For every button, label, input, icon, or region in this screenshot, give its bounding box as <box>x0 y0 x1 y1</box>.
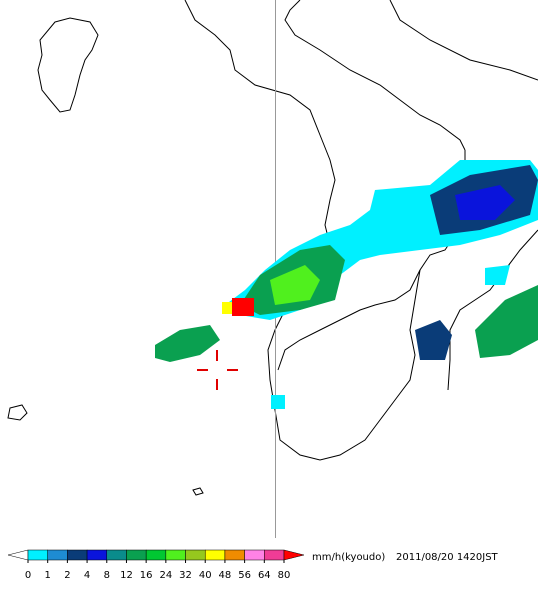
timestamp: 2011/08/20 1420JST <box>396 552 499 563</box>
islet <box>192 487 204 496</box>
legend-swatch <box>67 549 88 561</box>
rain-area <box>475 285 538 358</box>
legend-tick-label: 8 <box>104 570 110 581</box>
legend-tick-label: 80 <box>278 570 291 581</box>
rain-area <box>155 325 220 362</box>
legend-swatch <box>224 549 245 561</box>
legend-swatch <box>86 549 108 561</box>
rain-echoes <box>155 160 538 409</box>
legend-tick-label: 2 <box>64 570 70 581</box>
coast-northeast <box>389 0 538 81</box>
legend-swatch <box>106 549 127 561</box>
legend-swatch <box>47 549 68 561</box>
rain-area <box>415 320 452 360</box>
legend-swatch <box>204 549 226 561</box>
island <box>37 17 99 113</box>
legend-tick-label: 12 <box>120 570 133 581</box>
small-island <box>7 404 28 421</box>
rain-area <box>485 265 510 285</box>
legend-swatch <box>244 549 265 561</box>
legend-tick-label: 64 <box>258 570 271 581</box>
legend-swatch <box>165 549 186 561</box>
rain-area <box>270 265 320 305</box>
legend-tick-label: 48 <box>219 570 232 581</box>
legend-tick-label: 56 <box>238 570 251 581</box>
legend-tick-label: 0 <box>25 570 31 581</box>
legend-under <box>7 549 29 561</box>
inner-coast <box>277 269 421 371</box>
coast-east <box>447 229 538 391</box>
rain-area <box>455 185 515 220</box>
legend-tick-label: 16 <box>140 570 153 581</box>
legend-tick-label: 24 <box>159 570 172 581</box>
legend-swatch <box>145 549 167 561</box>
rain-area <box>271 395 285 409</box>
legend: mm/h(kyoudo) 2011/08/20 1420JST 0 1 2 4 8 12 1… <box>7 549 499 581</box>
legend-swatch <box>264 549 285 561</box>
legend-tick-label: 32 <box>179 570 192 581</box>
legend-tick-label: 1 <box>45 570 51 581</box>
rain-core <box>232 298 254 316</box>
legend-swatch <box>27 549 48 561</box>
legend-swatch <box>126 549 147 561</box>
coast-north <box>284 0 466 151</box>
coastlines <box>7 0 538 496</box>
legend-tick-label: 40 <box>199 570 212 581</box>
legend-swatch <box>185 549 206 561</box>
mainland-coast <box>184 0 466 461</box>
rain-core <box>222 302 232 314</box>
legend-tick-label: 4 <box>84 570 90 581</box>
crosshair <box>197 350 238 390</box>
legend-over <box>283 549 305 561</box>
unit-label: mm/h(kyoudo) <box>312 552 385 563</box>
